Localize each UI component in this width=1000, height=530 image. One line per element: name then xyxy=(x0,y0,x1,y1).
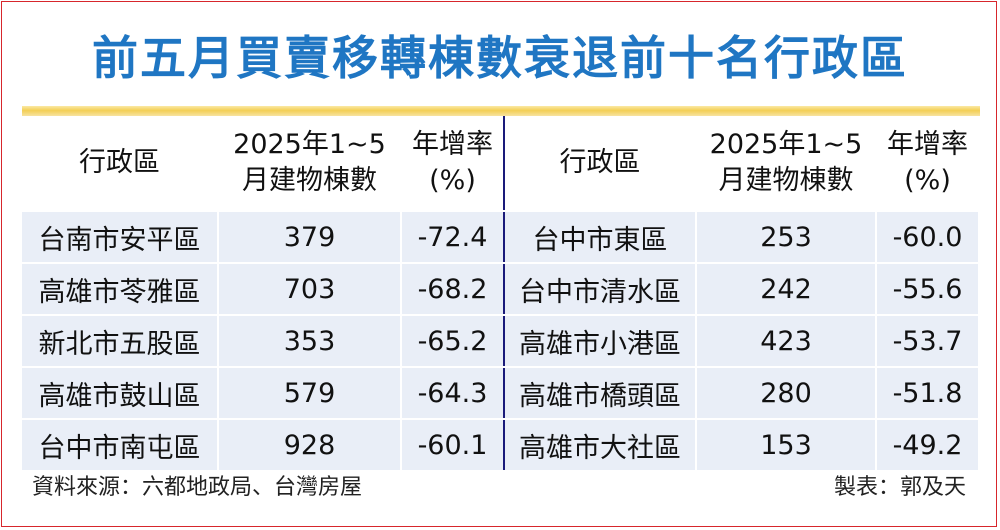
rate-cell: -68.2 xyxy=(400,263,504,316)
district-cell: 高雄市大社區 xyxy=(503,419,696,472)
count-cell: 242 xyxy=(695,263,876,316)
header-count-line2: 月建物棟數 xyxy=(718,165,854,196)
count-cell: 928 xyxy=(217,419,401,472)
table-row: 台中市南屯區 928 -60.1 高雄市大社區 153 -49.2 xyxy=(22,419,978,472)
district-cell: 新北市五股區 xyxy=(22,315,218,368)
header-count-left: 2025年1~5 月建物棟數 xyxy=(217,116,401,212)
header-rate-left: 年增率 (%) xyxy=(400,116,504,212)
count-cell: 703 xyxy=(217,263,401,316)
count-cell: 153 xyxy=(695,419,876,472)
rate-cell: -60.0 xyxy=(875,211,978,264)
header-rate-line1: 年增率 xyxy=(887,129,968,160)
count-cell: 353 xyxy=(217,315,401,368)
source-note: 資料來源：六都地政局、台灣房屋 xyxy=(32,475,363,500)
header-rate-line1: 年增率 xyxy=(412,129,493,160)
count-cell: 379 xyxy=(217,211,401,264)
district-cell: 台中市東區 xyxy=(503,211,696,264)
district-cell: 台中市南屯區 xyxy=(22,419,218,472)
district-cell: 高雄市小港區 xyxy=(503,315,696,368)
count-cell: 253 xyxy=(695,211,876,264)
rate-cell: -60.1 xyxy=(400,419,504,472)
header-count-right: 2025年1~5 月建物棟數 xyxy=(695,116,876,212)
header-district-right: 行政區 xyxy=(503,116,696,212)
table-row: 高雄市鼓山區 579 -64.3 高雄市橋頭區 280 -51.8 xyxy=(22,367,978,420)
header-count-line1: 2025年1~5 xyxy=(709,129,863,160)
count-cell: 423 xyxy=(695,315,876,368)
chart-title: 前五月買賣移轉棟數衰退前十名行政區 xyxy=(92,31,908,85)
rate-cell: -55.6 xyxy=(875,263,978,316)
rate-cell: -49.2 xyxy=(875,419,978,472)
table-row: 新北市五股區 353 -65.2 高雄市小港區 423 -53.7 xyxy=(22,315,978,368)
rate-cell: -51.8 xyxy=(875,367,978,420)
header-count-line2: 月建物棟數 xyxy=(242,165,377,196)
header-rate-line2: (%) xyxy=(429,165,476,196)
rate-cell: -53.7 xyxy=(875,315,978,368)
table-row: 台南市安平區 379 -72.4 台中市東區 253 -60.0 xyxy=(22,211,978,264)
header-district-left: 行政區 xyxy=(22,116,218,212)
rate-cell: -72.4 xyxy=(400,211,504,264)
district-cell: 台南市安平區 xyxy=(22,211,218,264)
header-count-line1: 2025年1~5 xyxy=(233,129,386,160)
data-table: 行政區 2025年1~5 月建物棟數 年增率 (%) 行政區 2025年1~5 … xyxy=(22,116,978,472)
table-row: 高雄市苓雅區 703 -68.2 台中市清水區 242 -55.6 xyxy=(22,263,978,316)
district-cell: 高雄市苓雅區 xyxy=(22,263,218,316)
title-underline xyxy=(22,106,980,116)
credit-note: 製表：郭及天 xyxy=(833,475,966,500)
district-cell: 高雄市橋頭區 xyxy=(503,367,696,420)
rate-cell: -64.3 xyxy=(400,367,504,420)
count-cell: 280 xyxy=(695,367,876,420)
district-cell: 台中市清水區 xyxy=(503,263,696,316)
table-header-row: 行政區 2025年1~5 月建物棟數 年增率 (%) 行政區 2025年1~5 … xyxy=(22,116,978,212)
rate-cell: -65.2 xyxy=(400,315,504,368)
header-rate-right: 年增率 (%) xyxy=(875,116,978,212)
header-rate-line2: (%) xyxy=(904,165,951,196)
district-cell: 高雄市鼓山區 xyxy=(22,367,218,420)
count-cell: 579 xyxy=(217,367,401,420)
